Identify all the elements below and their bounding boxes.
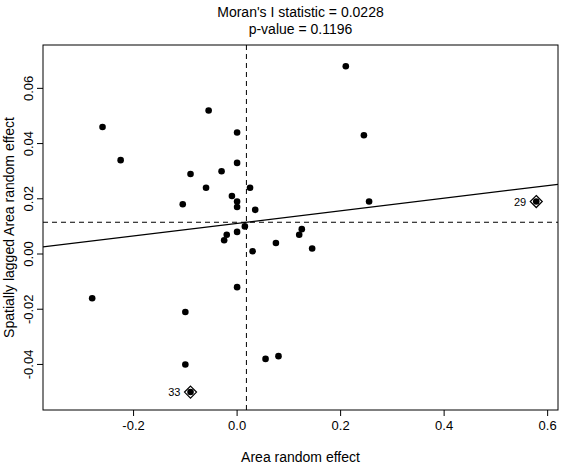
y-tick-label: 0.06 — [21, 76, 36, 101]
x-tick-label: -0.2 — [122, 418, 144, 433]
point — [234, 204, 241, 211]
point — [203, 184, 210, 191]
y-tick — [37, 309, 43, 310]
point-label: 29 — [514, 196, 526, 208]
point — [342, 63, 349, 70]
x-axis-label: Area random effect — [241, 449, 360, 465]
point — [117, 157, 124, 164]
y-tick — [37, 198, 43, 199]
y-tick-label: 0.00 — [21, 241, 36, 266]
point — [182, 361, 189, 368]
y-tick — [37, 88, 43, 89]
y-tick — [37, 254, 43, 255]
point — [252, 207, 259, 214]
point — [99, 124, 106, 131]
x-tick-label: 0.4 — [435, 418, 453, 433]
point — [187, 389, 194, 396]
influential-marker — [185, 386, 197, 398]
point — [249, 248, 256, 255]
point — [533, 198, 540, 205]
point — [361, 132, 368, 139]
point — [218, 168, 225, 175]
point — [234, 129, 241, 136]
point — [234, 229, 241, 236]
x-tick-label: 0.6 — [539, 418, 557, 433]
fit-line — [43, 184, 558, 247]
title: Moran's I statistic = 0.0228 — [217, 4, 384, 20]
point — [179, 201, 186, 208]
x-tick-label: 0.2 — [332, 418, 350, 433]
point — [234, 160, 241, 167]
x-tick — [444, 410, 445, 416]
y-tick-label: 0.04 — [21, 131, 36, 156]
point — [205, 107, 212, 114]
point — [275, 353, 282, 360]
y-tick-label: -0.02 — [21, 294, 36, 324]
point — [182, 309, 189, 316]
x-tick — [133, 410, 134, 416]
mean-y-line — [43, 222, 558, 223]
point — [89, 295, 96, 302]
y-axis-label: Spatially lagged Area random effect — [1, 117, 17, 338]
y-tick — [37, 143, 43, 144]
influential-marker — [530, 196, 542, 208]
point — [298, 226, 305, 233]
point — [262, 356, 269, 363]
point — [273, 240, 280, 247]
plot-area — [43, 45, 558, 410]
x-tick — [237, 410, 238, 416]
chart: Moran's I statistic = 0.0228p-value = 0.… — [0, 0, 568, 470]
y-tick-label: -0.04 — [21, 350, 36, 380]
point-label: 33 — [168, 386, 180, 398]
plot-frame — [43, 45, 558, 410]
y-tick-label: 0.02 — [21, 186, 36, 211]
point — [366, 198, 373, 205]
point — [234, 284, 241, 291]
x-tick — [547, 410, 548, 416]
point — [242, 223, 249, 230]
x-tick-label: 0.0 — [228, 418, 246, 433]
point — [223, 231, 230, 238]
point — [247, 184, 254, 191]
point — [229, 193, 236, 200]
point — [309, 245, 316, 252]
subtitle: p-value = 0.1196 — [249, 21, 353, 37]
x-tick — [340, 410, 341, 416]
point — [187, 171, 194, 178]
y-tick — [37, 364, 43, 365]
